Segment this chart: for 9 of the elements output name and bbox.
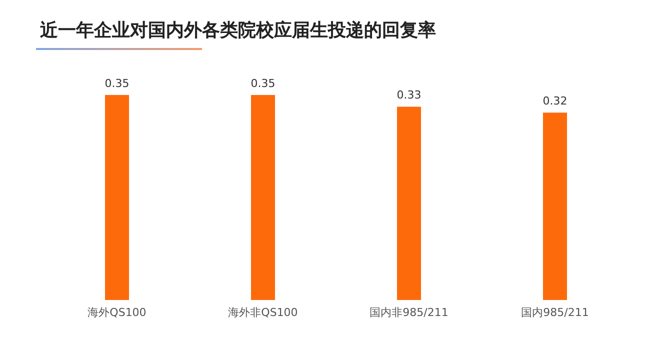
x-tick-label: 国内985/211 <box>521 306 589 319</box>
data-label: 0.32 <box>542 94 568 108</box>
x-tick-label: 海外QS100 <box>88 306 146 319</box>
data-label: 0.35 <box>250 77 276 90</box>
data-label: 0.33 <box>396 88 422 102</box>
x-tick-label: 国内非985/211 <box>370 306 448 319</box>
chart-title: 近一年企业对国内外各类院校应届生投递的回复率 <box>40 19 436 42</box>
data-label: 0.35 <box>104 77 130 90</box>
x-tick-label: 海外非QS100 <box>228 306 298 319</box>
